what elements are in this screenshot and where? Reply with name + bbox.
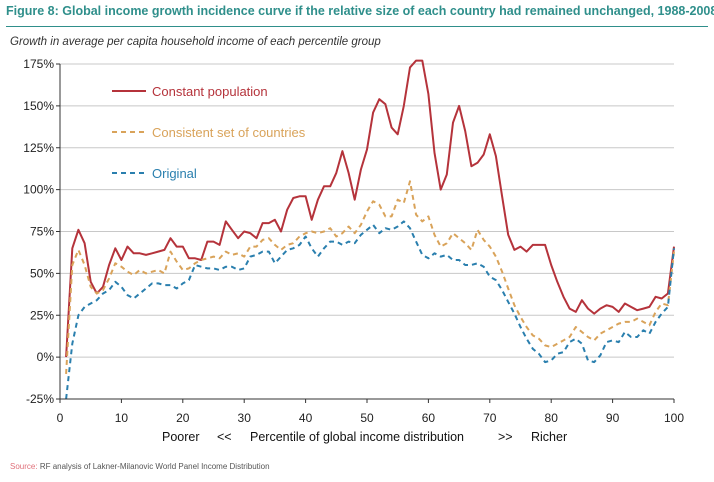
x-tick-label: 20 (176, 411, 190, 425)
y-tick-label: 100% (23, 183, 54, 197)
x-axis-label-part: << (217, 430, 232, 444)
y-tick-label: 125% (23, 141, 54, 155)
title-rule (6, 26, 708, 27)
x-tick-label: 60 (422, 411, 436, 425)
y-tick-label: 175% (23, 57, 54, 71)
legend-label: Constant population (152, 84, 268, 99)
series-line (65, 220, 675, 400)
legend-label: Original (152, 166, 197, 181)
source-note: Source: RF analysis of Lakner-Milanovic … (10, 462, 270, 471)
series-line (65, 180, 675, 374)
x-tick-label: 10 (115, 411, 129, 425)
x-tick-label: 50 (360, 411, 374, 425)
y-tick-label: 0% (37, 350, 55, 364)
x-tick-label: 70 (483, 411, 497, 425)
source-text: RF analysis of Lakner-Milanovic World Pa… (39, 462, 270, 471)
x-tick-label: 100 (664, 411, 684, 425)
x-axis-label: Poorer << Percentile of global income dist… (162, 430, 567, 444)
figure-title: Figure 8: Global income growth incidence… (6, 4, 714, 18)
y-tick-label: 75% (30, 225, 54, 239)
legend-label: Consistent set of countries (152, 125, 306, 140)
x-axis-label-part: Poorer (162, 430, 200, 444)
x-axis-label-part: Percentile of global income distribution (250, 430, 464, 444)
x-tick-label: 90 (606, 411, 620, 425)
axes (56, 63, 675, 403)
series-line (65, 59, 675, 358)
legend: Constant population Consistent set of cou… (112, 84, 306, 181)
grid-lines (60, 63, 674, 400)
y-tick-label: 50% (30, 266, 54, 280)
x-tick-label: 40 (299, 411, 313, 425)
x-tick-label: 30 (238, 411, 252, 425)
source-label: Source: (10, 462, 38, 471)
y-tick-label: 25% (30, 308, 54, 322)
tick-labels: -25% 0% 25% 50% 75% 100% 125% 150% 175% 0 10 20 30 40… (23, 57, 684, 425)
series-lines (65, 59, 675, 400)
x-axis-label-part: Richer (531, 430, 567, 444)
chart-subtitle: Growth in average per capita household i… (10, 36, 381, 48)
x-tick-label: 0 (57, 411, 64, 425)
x-tick-label: 80 (545, 411, 559, 425)
y-tick-label: 150% (23, 99, 54, 113)
y-tick-label: -25% (26, 392, 54, 406)
x-axis-label-part: >> (498, 430, 513, 444)
